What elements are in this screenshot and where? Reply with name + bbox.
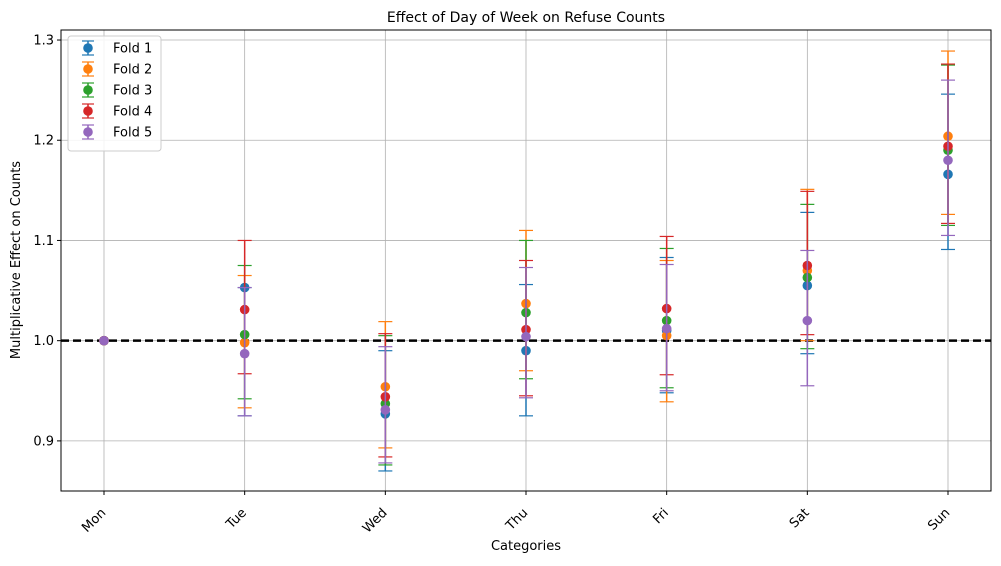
legend-label: Fold 5: [113, 126, 152, 141]
x-axis-label: Categories: [491, 539, 561, 554]
legend: Fold 1 Fold 2 Fold 3 Fold 4 Fold 5: [67, 35, 162, 152]
x-axis-ticks: Mon Tue Wed Thu Fri Sat Sun: [79, 491, 953, 536]
legend-marker: [83, 64, 93, 74]
legend-marker: [83, 43, 93, 53]
legend-marker: [83, 106, 93, 116]
x-tick-label: Tue: [223, 506, 250, 533]
x-tick-label: Mon: [79, 506, 109, 536]
y-tick-label: 1.3: [33, 34, 54, 49]
y-tick-label: 1.1: [33, 234, 54, 249]
y-tick-label: 0.9: [33, 434, 54, 449]
legend-label: Fold 3: [113, 84, 152, 99]
legend-label: Fold 1: [113, 42, 152, 57]
y-tick-label: 1.2: [33, 134, 54, 149]
data-point: [380, 405, 391, 415]
series-3: [99, 64, 955, 466]
legend-label: Fold 2: [113, 63, 152, 78]
x-tick-label: Sun: [925, 506, 953, 534]
data-point: [943, 155, 953, 166]
x-tick-label: Sat: [787, 506, 813, 532]
legend-label: Fold 4: [113, 105, 152, 120]
legend-marker: [83, 127, 93, 137]
chart-title: Effect of Day of Week on Refuse Counts: [387, 10, 665, 26]
series-group: [99, 50, 955, 472]
legend-marker: [83, 85, 93, 95]
data-point: [239, 348, 250, 359]
data-point: [99, 335, 109, 346]
data-point: [521, 331, 531, 342]
data-point: [802, 315, 813, 326]
y-axis-ticks: 0.9 1.0 1.1 1.2 1.3: [33, 34, 61, 449]
data-point: [661, 323, 672, 334]
series-2: [99, 50, 955, 449]
x-tick-label: Thu: [503, 506, 532, 535]
y-tick-label: 1.0: [33, 334, 54, 349]
x-tick-label: Fri: [650, 506, 672, 528]
legend-frame: [67, 35, 162, 152]
x-tick-label: Wed: [360, 506, 391, 537]
series-1: [99, 93, 955, 472]
series-5: [99, 79, 955, 464]
y-axis-label: Multiplicative Effect on Counts: [9, 161, 24, 359]
